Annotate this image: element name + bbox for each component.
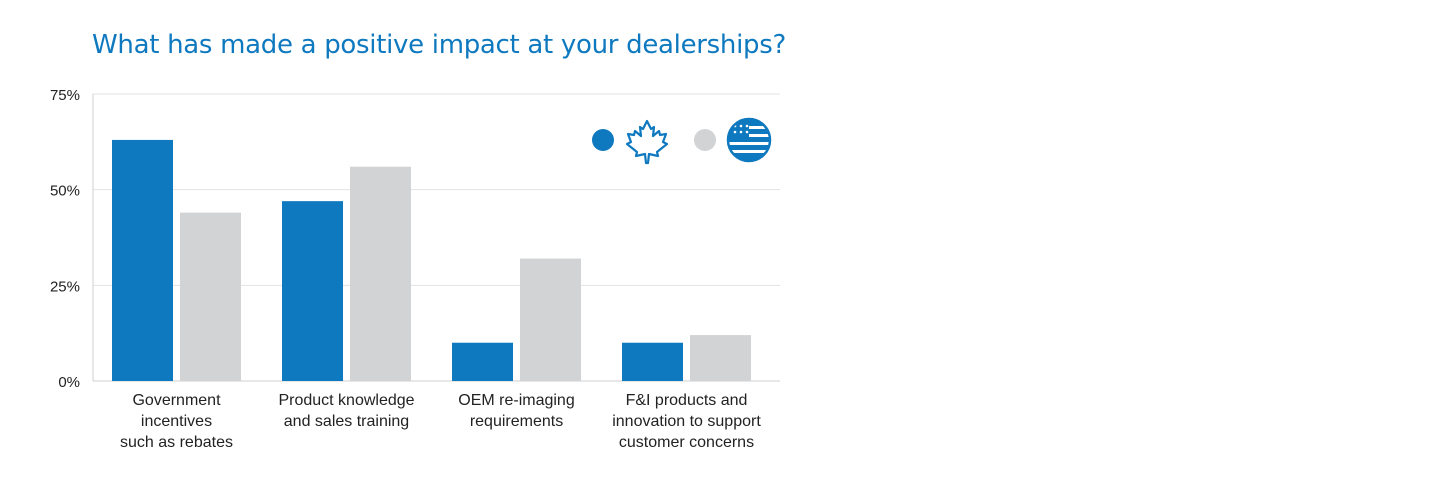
category-labels: Government incentives such as rebates Produ… [120, 392, 761, 451]
bar-canada-1 [282, 201, 343, 381]
category-label: Product knowledge and sales training [278, 392, 414, 430]
legend-swatch-canada [592, 129, 614, 151]
bar-usa-3 [690, 335, 751, 381]
category-label: F&I products and innovation to support cus… [612, 392, 761, 451]
legend-swatch-usa [694, 129, 716, 151]
canada-maple-leaf-icon [625, 119, 669, 165]
category-label-line: requirements [470, 413, 563, 430]
usa-flag-icon [726, 117, 772, 163]
category-label-line: Government [132, 392, 221, 409]
legend [592, 117, 772, 165]
category-label-line: incentives [141, 413, 212, 430]
category-label: OEM re-imaging requirements [458, 392, 574, 430]
bar-usa-0 [180, 212, 241, 381]
bar-canada-0 [112, 139, 173, 381]
y-tick-label: 25% [50, 278, 80, 295]
category-label: Government incentives such as rebates [120, 392, 233, 451]
category-label-line: OEM re-imaging [458, 392, 574, 409]
category-label-line: such as rebates [120, 434, 233, 451]
y-tick-label: 50% [50, 183, 80, 200]
bar-canada-2 [452, 342, 513, 381]
bar-usa-2 [520, 258, 581, 381]
category-label-line: F&I products and [626, 392, 748, 409]
y-tick-label: 75% [50, 87, 80, 104]
bar-canada-3 [622, 342, 683, 381]
category-label-line: innovation to support [612, 413, 761, 430]
y-tick-label: 0% [58, 374, 80, 391]
category-label-line: customer concerns [619, 434, 754, 451]
bars [112, 139, 751, 381]
category-label-line: and sales training [284, 413, 409, 430]
bar-usa-1 [350, 166, 411, 381]
category-label-line: Product knowledge [278, 392, 414, 409]
chart-title: What has made a positive impact at your … [92, 30, 786, 60]
